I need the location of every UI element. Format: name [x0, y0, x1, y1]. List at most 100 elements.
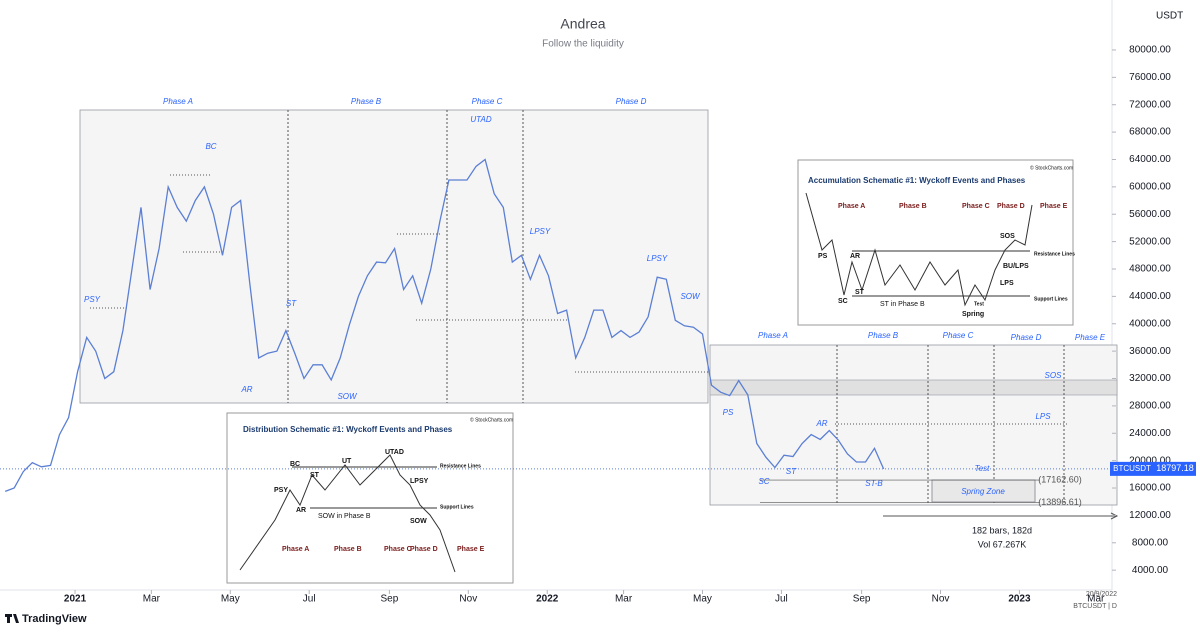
measure-text: Vol 67.267K [978, 539, 1027, 549]
inset-event: SC [838, 298, 848, 305]
x-tick-label: May [693, 594, 712, 605]
x-tick-label: Nov [932, 594, 950, 605]
inset-event: LPSY [410, 478, 429, 485]
schematic-lines [292, 466, 437, 509]
inset-event: Support Lines [1034, 296, 1068, 302]
last-price-text: 18797.18 [1156, 463, 1194, 473]
footer-date: 20/9/2022 [1086, 591, 1117, 598]
inset-event: UT [342, 458, 352, 465]
series-layer [4, 158, 885, 493]
y-tick-label: 24000.00 [1129, 428, 1171, 439]
y-tick-label: 28000.00 [1129, 401, 1171, 412]
symbol-tag-text: BTCUSDT [1113, 464, 1151, 473]
inset-event: SOS [1000, 233, 1015, 240]
inset-event: Support Lines [440, 504, 474, 510]
schematic-lines [852, 250, 1030, 297]
x-tick-label: Nov [459, 594, 477, 605]
chart-title: Andrea [560, 16, 605, 32]
inset-phase: Phase E [1040, 203, 1068, 210]
event-label: BC [205, 142, 216, 151]
phase-label: Phase B [351, 97, 382, 106]
event-label: SOW [337, 392, 358, 401]
y-tick-label: 76000.00 [1129, 72, 1171, 83]
symbol-tag [1110, 461, 1154, 476]
inset-phase: Phase A [282, 546, 309, 553]
price-line [4, 158, 885, 493]
event-label: SOW [680, 292, 701, 301]
phase-label: Phase A [163, 97, 193, 106]
x-tick-label: 2021 [64, 594, 87, 605]
inset-event: ST [855, 289, 865, 296]
inset-event: PSY [274, 487, 288, 494]
x-tick-label: Sep [381, 594, 399, 605]
inset-event: BC [290, 461, 300, 468]
accumulation-inset [797, 159, 1074, 326]
event-label: Spring Zone [961, 487, 1005, 496]
y-tick-label: 64000.00 [1129, 154, 1171, 165]
inset-source: © StockCharts.com [1030, 164, 1073, 171]
inset-phase: Phase C [384, 546, 412, 553]
event-label: PSY [84, 295, 101, 304]
y-tick-label: 68000.00 [1129, 127, 1171, 138]
y-axis-unit: USDT [1156, 11, 1183, 22]
footer-symbol: BTCUSDT | D [1073, 603, 1117, 610]
inset-phase: Phase B [334, 546, 362, 553]
swing-line [90, 174, 708, 373]
inset-title: Accumulation Schematic #1: Wyckoff Event… [808, 176, 1026, 185]
inset-phase: Phase E [457, 546, 485, 553]
y-tick-label: 4000.00 [1132, 565, 1169, 576]
event-label: UTAD [470, 115, 491, 124]
event-label: AR [240, 385, 252, 394]
x-tick-label: Mar [615, 594, 633, 605]
chart-subtitle: Follow the liquidity [542, 39, 624, 50]
brand-logo [5, 614, 19, 623]
event-label: PS [723, 408, 734, 417]
accumulation-box [709, 344, 1118, 506]
measure-text: 182 bars, 182d [972, 525, 1032, 535]
phase-label: Phase A [758, 331, 788, 340]
inset-event: AR [850, 253, 860, 260]
schematic-path [805, 192, 1033, 307]
inset-event: Spring [962, 311, 984, 318]
phase-label: Phase D [1011, 333, 1042, 342]
x-tick-label: Jul [303, 594, 316, 605]
y-tick-label: 44000.00 [1129, 291, 1171, 302]
event-label: AR [815, 419, 827, 428]
event-label: ST [286, 299, 297, 308]
level-label: (13896.61) [1038, 497, 1082, 507]
inset-phase: Phase A [838, 203, 865, 210]
y-tick-label: 72000.00 [1129, 99, 1171, 110]
event-label: ST [786, 467, 797, 476]
inset-phase: Phase D [410, 546, 438, 553]
event-label: LPSY [647, 254, 668, 263]
event-label: LPS [1035, 412, 1051, 421]
x-tick-label: Mar [143, 594, 161, 605]
event-label: SC [758, 477, 769, 486]
last-price-tag [1154, 461, 1196, 476]
y-tick-label: 8000.00 [1132, 537, 1169, 548]
event-label: ST-B [865, 479, 883, 488]
phase-label: Phase D [616, 97, 647, 106]
y-tick-label: 60000.00 [1129, 181, 1171, 192]
inset-event: Resistance Lines [1034, 251, 1075, 257]
y-tick-label: 16000.00 [1129, 483, 1171, 494]
inset-event: SOW in Phase B [318, 513, 371, 520]
inset-event: Test [974, 301, 984, 307]
inset-event: UTAD [385, 449, 404, 456]
measure-arrow [1110, 512, 1119, 520]
level-label: (17162.60) [1038, 474, 1082, 484]
event-label: LPSY [530, 227, 551, 236]
inset-event: PS [818, 253, 828, 260]
x-tick-label: May [221, 594, 240, 605]
distribution-box [79, 109, 709, 404]
event-label: Test [975, 464, 991, 473]
distribution-inset [226, 412, 514, 584]
phase-label: Phase B [868, 331, 899, 340]
inset-event: LPS [1000, 280, 1014, 287]
x-tick-label: Sep [853, 594, 871, 605]
y-tick-label: 48000.00 [1129, 264, 1171, 275]
y-tick-label: 80000.00 [1129, 45, 1171, 56]
y-tick-label: 32000.00 [1129, 373, 1171, 384]
x-tick-label: 2022 [536, 594, 559, 605]
